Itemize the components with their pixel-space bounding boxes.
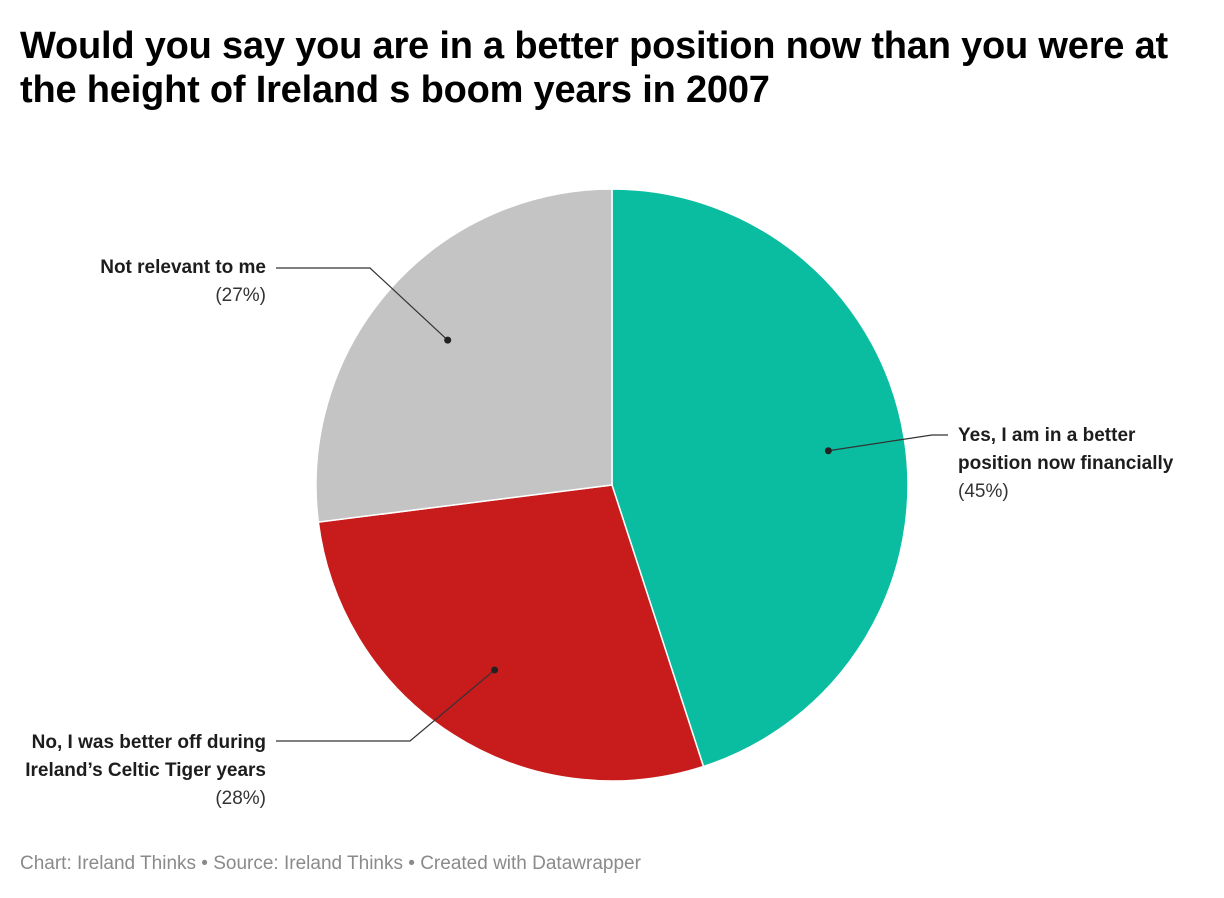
- slice-label-yes-name: Yes, I am in a better position now finan…: [958, 425, 1174, 474]
- leader-line-no: [276, 669, 496, 742]
- leader-line-yes: [828, 434, 948, 452]
- footer-separator: •: [201, 853, 208, 874]
- leader-lines: [276, 267, 948, 742]
- pie-slice-not-relevant: [315, 188, 613, 523]
- footer-source: Source: Ireland Thinks: [213, 853, 403, 874]
- pie-slice-no: [317, 484, 705, 782]
- slice-label-not-relevant: Not relevant to me (27%): [20, 254, 266, 310]
- slice-label-no: No, I was better off during Ireland’s Ce…: [20, 729, 266, 813]
- slice-label-no-name: No, I was better off during Ireland’s Ce…: [25, 732, 266, 781]
- leader-dot-no: [491, 666, 499, 674]
- footer-separator: •: [408, 853, 415, 874]
- slice-label-yes-percent: (45%): [958, 481, 1009, 502]
- footer-created-with: Created with Datawrapper: [420, 853, 641, 874]
- chart-title: Would you say you are in a better positi…: [20, 25, 1168, 111]
- chart-footer: Chart: Ireland Thinks • Source: Ireland …: [20, 852, 641, 876]
- slice-label-yes: Yes, I am in a better position now finan…: [958, 422, 1198, 506]
- slice-label-no-percent: (28%): [215, 788, 266, 809]
- footer-chart-credit: Chart: Ireland Thinks: [20, 853, 197, 874]
- slice-label-not-relevant-percent: (27%): [215, 285, 266, 306]
- leader-line-not-relevant: [276, 267, 449, 341]
- slice-label-not-relevant-name: Not relevant to me: [100, 257, 266, 278]
- leader-dot-yes: [824, 447, 832, 455]
- pie-slices: [315, 188, 909, 782]
- leader-dot-not-relevant: [444, 336, 452, 344]
